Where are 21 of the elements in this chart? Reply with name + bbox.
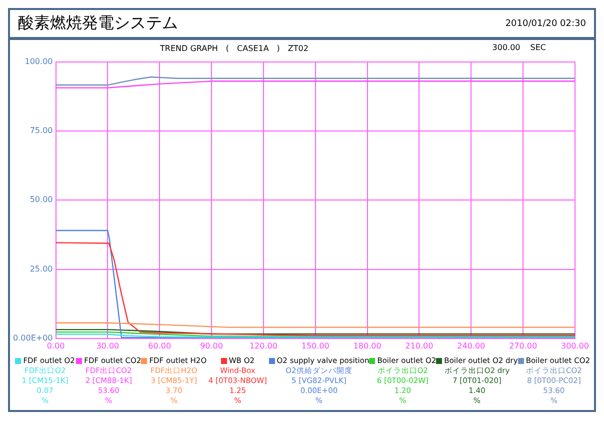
x-tick-label: 210.00 [405, 341, 434, 350]
x-tick-label: 240.00 [457, 341, 486, 350]
y-tick-label: 100.00 [24, 56, 53, 66]
chart-title: 酸素燃焼発電システム [18, 13, 178, 34]
text: 2010/01/20 02:30 [505, 18, 586, 28]
text: 300.00 [492, 43, 520, 54]
y-tick-label: 50.00 [30, 195, 53, 204]
x-tick-label: 30.00 [96, 341, 120, 350]
y-tick-label: 75.00 [30, 126, 53, 136]
x-tick-label: 270.00 [509, 341, 538, 350]
x-tick-label: 150.00 [301, 341, 330, 350]
x-tick-label: 300.00 [561, 341, 590, 350]
x-tick-label: 60.00 [148, 341, 172, 350]
y-tick-label: 0.00E+00 [13, 333, 53, 342]
text: SEC [530, 43, 547, 54]
x-tick-label: 90.00 [200, 341, 223, 350]
chart-subtitle: TREND GRAPH ( CASE1A ) ZT02 [160, 43, 310, 54]
x-tick-label: 180.00 [353, 341, 382, 350]
x-tick-label: 0.00 [46, 341, 65, 350]
y-tick-label: 25.00 [30, 264, 53, 274]
x-tick-label: 120.00 [249, 341, 278, 350]
